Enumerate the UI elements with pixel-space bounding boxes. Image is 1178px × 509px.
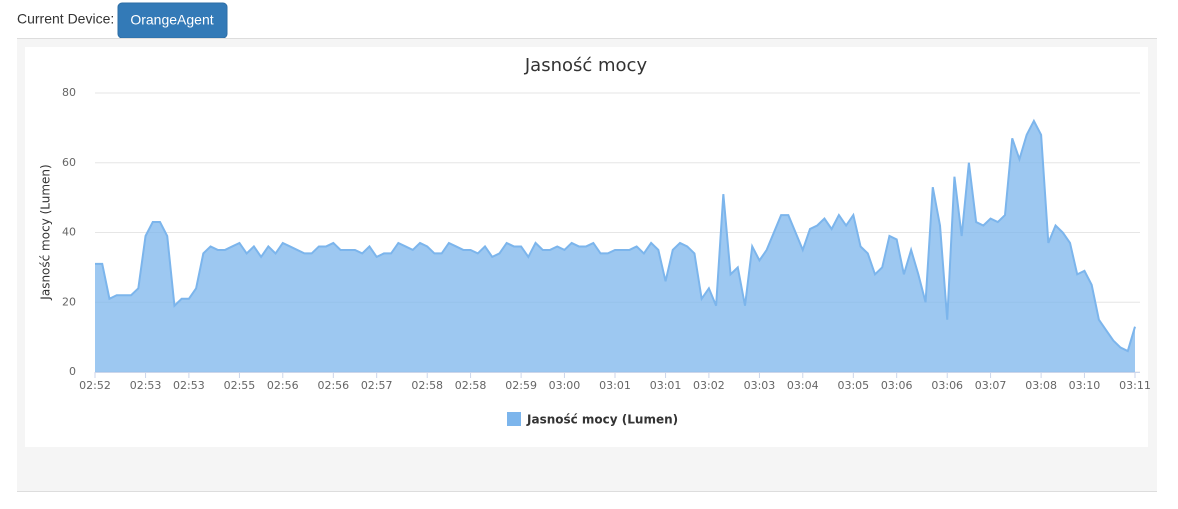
- x-tick-label: 03:05: [837, 379, 869, 392]
- x-tick-label: 03:08: [1025, 379, 1057, 392]
- x-tick-label: 03:10: [1069, 379, 1101, 392]
- x-tick-label: 03:06: [881, 379, 913, 392]
- y-axis-title: Jasność mocy (Lumen): [39, 164, 53, 300]
- legend-swatch: [507, 412, 521, 426]
- button-text[interactable]: OrangeAgent: [130, 12, 213, 28]
- x-tick-label: 03:11: [1119, 379, 1151, 392]
- device-button[interactable]: OrangeAgent: [117, 2, 228, 39]
- x-tick-label: 03:00: [549, 379, 581, 392]
- x-tick-label: 03:04: [787, 379, 819, 392]
- x-tick-label: 03:03: [744, 379, 776, 392]
- chart-title: Jasność mocy: [524, 55, 648, 76]
- x-tick-label: 02:57: [361, 379, 393, 392]
- x-tick-label: 02:59: [505, 379, 537, 392]
- y-tick-label: 40: [62, 226, 76, 239]
- x-tick-label: 02:55: [224, 379, 256, 392]
- y-tick-label: 20: [62, 295, 76, 308]
- y-tick-label: 60: [62, 156, 76, 169]
- x-tick-label: 02:56: [317, 379, 349, 392]
- x-tick-label: 03:07: [975, 379, 1007, 392]
- legend-label: Jasność mocy (Lumen): [526, 413, 678, 427]
- x-tick-label: 03:06: [931, 379, 963, 392]
- y-tick-label: 0: [69, 365, 76, 378]
- x-tick-label: 03:02: [693, 379, 725, 392]
- plot: 0 20 40 60 80 02:52 02:53 02:53 02:55 02:56 02:56 0…: [62, 86, 1151, 427]
- y-tick-label: 80: [62, 86, 76, 99]
- x-tick-label: 02:58: [455, 379, 487, 392]
- x-tick-label: 02:53: [173, 379, 205, 392]
- area-line: [95, 118, 1136, 353]
- x-tick-label: 02:52: [79, 379, 111, 392]
- x-tick-label: 03:01: [650, 379, 682, 392]
- x-tick-label: 02:56: [267, 379, 299, 392]
- x-tick-label: 02:58: [411, 379, 443, 392]
- device-label: Current Device:: [17, 11, 114, 27]
- x-tick-label: 02:53: [130, 379, 162, 392]
- area-fill: [95, 120, 1135, 373]
- x-tick-label: 03:01: [599, 379, 631, 392]
